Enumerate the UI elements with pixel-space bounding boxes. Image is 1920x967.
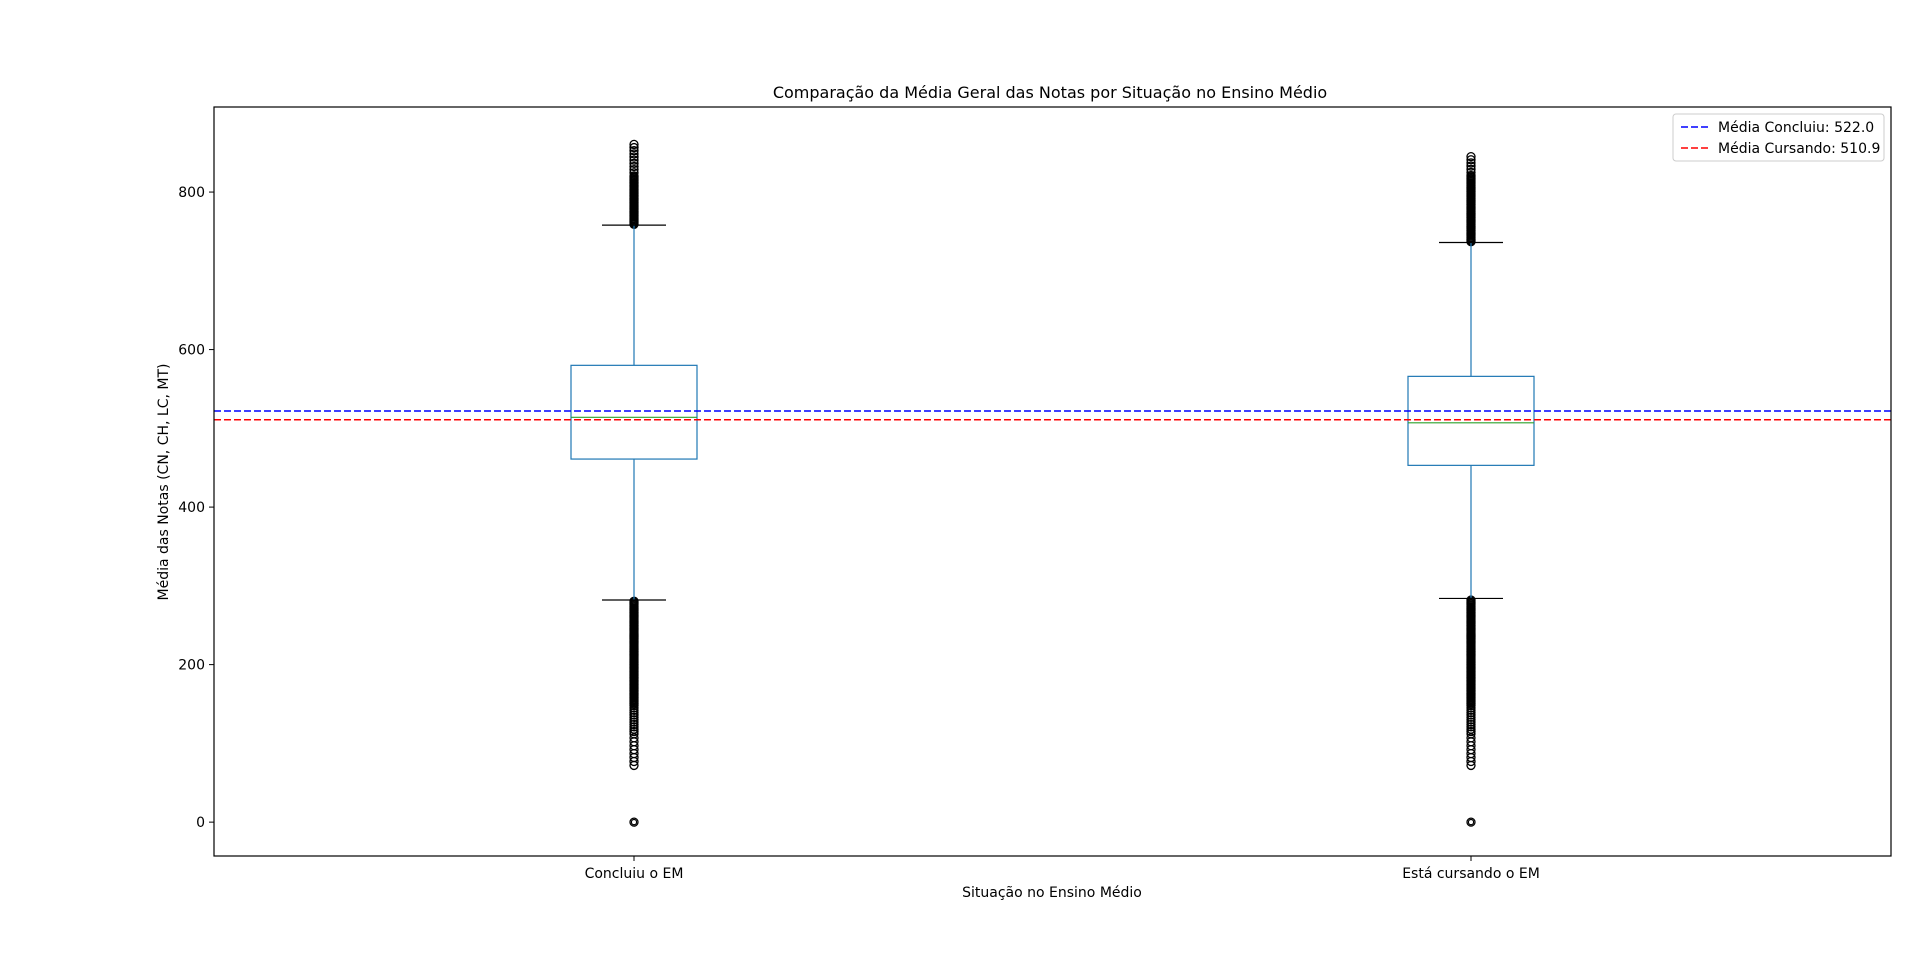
x-tick-label: Concluiu o EM — [585, 866, 684, 882]
outlier-point — [1466, 155, 1476, 165]
legend-box — [1672, 113, 1885, 162]
box-iqr — [570, 364, 698, 460]
box-group — [570, 139, 698, 827]
y-tick-label: 800 — [178, 185, 205, 201]
plot-frame — [213, 106, 1892, 857]
legend: Média Concluiu: 522.0 Média Cursando: 510… — [1672, 113, 1885, 162]
outlier-point — [1466, 733, 1476, 743]
outlier-point — [629, 168, 639, 178]
outlier-point — [1466, 167, 1476, 178]
y-tick-label: 600 — [178, 343, 205, 359]
legend-label: Média Cursando: 510.9 — [1718, 141, 1880, 157]
y-tick-label: 200 — [178, 658, 205, 674]
y-tick-label: 400 — [178, 500, 205, 516]
x-axis-label: Situação no Ensino Médio — [962, 885, 1142, 901]
outlier-point — [1466, 161, 1476, 171]
x-tick-label: Está cursando o EM — [1402, 866, 1540, 882]
outlier-point — [629, 146, 639, 156]
outlier-point — [629, 733, 639, 743]
outlier-point — [629, 139, 639, 150]
outlier-point — [629, 152, 639, 162]
outlier-point — [629, 149, 639, 159]
y-tick-label: 0 — [196, 815, 205, 831]
y-axis: 0 200 400 600 800 — [178, 185, 214, 831]
outlier-point — [629, 817, 639, 827]
outlier-point — [1466, 817, 1476, 827]
plot-area — [214, 139, 1891, 827]
outlier-point — [629, 158, 639, 168]
outlier-point — [1466, 170, 1476, 181]
outlier-point — [1466, 151, 1476, 162]
outlier-points — [1466, 151, 1476, 827]
box-iqr — [1407, 375, 1535, 466]
legend-label: Média Concluiu: 522.0 — [1718, 120, 1874, 136]
x-axis: Concluiu o EM Está cursando o EM — [585, 856, 1540, 882]
y-axis-label: Média das Notas (CN, CH, LC, MT) — [156, 364, 172, 601]
outlier-point — [629, 155, 639, 165]
outlier-point — [629, 164, 639, 175]
outlier-point — [1467, 818, 1475, 826]
outlier-point — [629, 171, 639, 181]
outlier-point — [630, 818, 638, 826]
box-group — [1407, 151, 1535, 827]
outlier-point — [629, 142, 639, 153]
outlier-point — [1466, 158, 1476, 168]
outlier-point — [1466, 164, 1476, 174]
chart-title: Comparação da Média Geral das Notas por … — [773, 83, 1327, 102]
outlier-points — [629, 139, 639, 827]
outlier-point — [629, 161, 639, 172]
